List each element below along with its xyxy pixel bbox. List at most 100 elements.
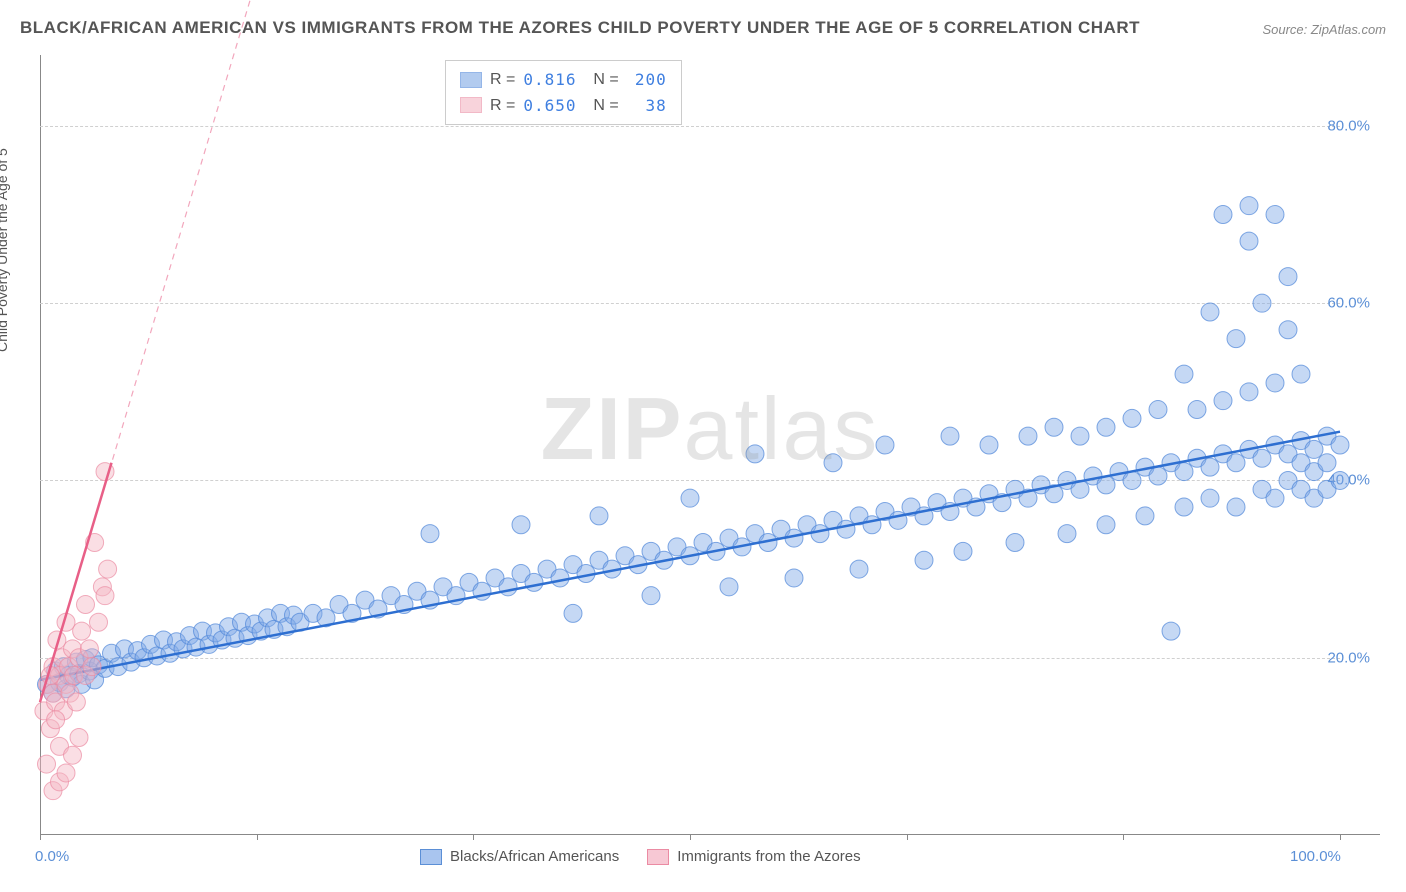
scatter-point xyxy=(915,551,933,569)
x-tick xyxy=(1340,835,1341,840)
legend-stats-row: R = 0.650 N = 38 xyxy=(460,93,667,119)
scatter-point xyxy=(1097,516,1115,534)
scatter-point xyxy=(512,516,530,534)
scatter-point xyxy=(38,755,56,773)
scatter-point xyxy=(1266,374,1284,392)
scatter-point xyxy=(1175,463,1193,481)
scatter-point xyxy=(1253,449,1271,467)
scatter-point xyxy=(681,489,699,507)
scatter-point xyxy=(1331,471,1349,489)
y-axis-label: Child Poverty Under the Age of 5 xyxy=(0,148,10,352)
scatter-point xyxy=(720,578,738,596)
scatter-point xyxy=(1253,294,1271,312)
scatter-point xyxy=(551,569,569,587)
scatter-point xyxy=(80,640,98,658)
scatter-point xyxy=(1240,232,1258,250)
legend-label: Immigrants from the Azores xyxy=(677,848,860,865)
scatter-point xyxy=(1006,534,1024,552)
scatter-point xyxy=(746,445,764,463)
x-tick-label: 100.0% xyxy=(1290,848,1341,865)
x-tick xyxy=(690,835,691,840)
scatter-point xyxy=(590,507,608,525)
scatter-point xyxy=(1201,458,1219,476)
scatter-point xyxy=(1136,507,1154,525)
scatter-point xyxy=(1201,303,1219,321)
source-attribution: Source: ZipAtlas.com xyxy=(1262,22,1386,37)
legend-swatch xyxy=(460,72,482,88)
scatter-point xyxy=(811,525,829,543)
scatter-point xyxy=(1045,418,1063,436)
legend-stats-box: R = 0.816 N = 200R = 0.650 N = 38 xyxy=(445,60,682,125)
scatter-point xyxy=(77,596,95,614)
scatter-point xyxy=(954,542,972,560)
scatter-point xyxy=(1201,489,1219,507)
scatter-point xyxy=(96,587,114,605)
scatter-point xyxy=(1214,392,1232,410)
legend-item: Immigrants from the Azores xyxy=(647,848,860,865)
scatter-point xyxy=(1175,498,1193,516)
scatter-point xyxy=(1149,467,1167,485)
x-tick xyxy=(40,835,41,840)
scatter-point xyxy=(837,520,855,538)
scatter-point xyxy=(64,746,82,764)
scatter-point xyxy=(57,764,75,782)
scatter-point xyxy=(1305,440,1323,458)
x-tick xyxy=(257,835,258,840)
trend-line xyxy=(40,432,1340,680)
scatter-point xyxy=(1162,622,1180,640)
plot-area: 20.0%40.0%60.0%80.0% 0.0%100.0% ZIPatlas… xyxy=(40,55,1380,835)
scatter-point xyxy=(1266,206,1284,224)
scatter-point xyxy=(1292,365,1310,383)
scatter-point xyxy=(1227,454,1245,472)
legend-label: Blacks/African Americans xyxy=(450,848,619,865)
scatter-svg xyxy=(40,55,1380,835)
scatter-point xyxy=(1279,268,1297,286)
x-tick-label: 0.0% xyxy=(35,848,69,865)
stat-n-label: N = xyxy=(585,93,619,119)
scatter-point xyxy=(1240,197,1258,215)
scatter-point xyxy=(1318,454,1336,472)
scatter-point xyxy=(1279,321,1297,339)
scatter-point xyxy=(499,578,517,596)
scatter-point xyxy=(70,729,88,747)
scatter-point xyxy=(980,436,998,454)
legend-swatch xyxy=(420,849,442,865)
scatter-point xyxy=(642,587,660,605)
scatter-point xyxy=(1214,206,1232,224)
chart-title: BLACK/AFRICAN AMERICAN VS IMMIGRANTS FRO… xyxy=(20,18,1140,38)
scatter-point xyxy=(863,516,881,534)
x-tick xyxy=(907,835,908,840)
legend-item: Blacks/African Americans xyxy=(420,848,619,865)
scatter-point xyxy=(99,560,117,578)
scatter-point xyxy=(850,560,868,578)
scatter-point xyxy=(1123,409,1141,427)
scatter-point xyxy=(564,604,582,622)
scatter-point xyxy=(67,693,85,711)
stat-n-value: 200 xyxy=(627,67,667,93)
scatter-point xyxy=(90,613,108,631)
scatter-point xyxy=(73,622,91,640)
scatter-point xyxy=(1149,401,1167,419)
scatter-point xyxy=(1175,365,1193,383)
scatter-point xyxy=(1240,383,1258,401)
legend-swatch xyxy=(647,849,669,865)
scatter-point xyxy=(1071,427,1089,445)
scatter-point xyxy=(1097,418,1115,436)
scatter-point xyxy=(785,569,803,587)
scatter-point xyxy=(1227,330,1245,348)
stat-n-label: N = xyxy=(585,67,619,93)
scatter-point xyxy=(421,525,439,543)
stat-r-label: R = xyxy=(490,93,515,119)
scatter-point xyxy=(47,711,65,729)
stat-r-value: 0.650 xyxy=(523,93,576,119)
stat-r-label: R = xyxy=(490,67,515,93)
scatter-point xyxy=(941,427,959,445)
legend-bottom: Blacks/African Americans Immigrants from … xyxy=(420,848,861,865)
x-tick xyxy=(1123,835,1124,840)
legend-swatch xyxy=(460,97,482,113)
stat-r-value: 0.816 xyxy=(523,67,576,93)
scatter-point xyxy=(1019,427,1037,445)
scatter-point xyxy=(83,658,101,676)
scatter-point xyxy=(1123,471,1141,489)
scatter-point xyxy=(824,454,842,472)
